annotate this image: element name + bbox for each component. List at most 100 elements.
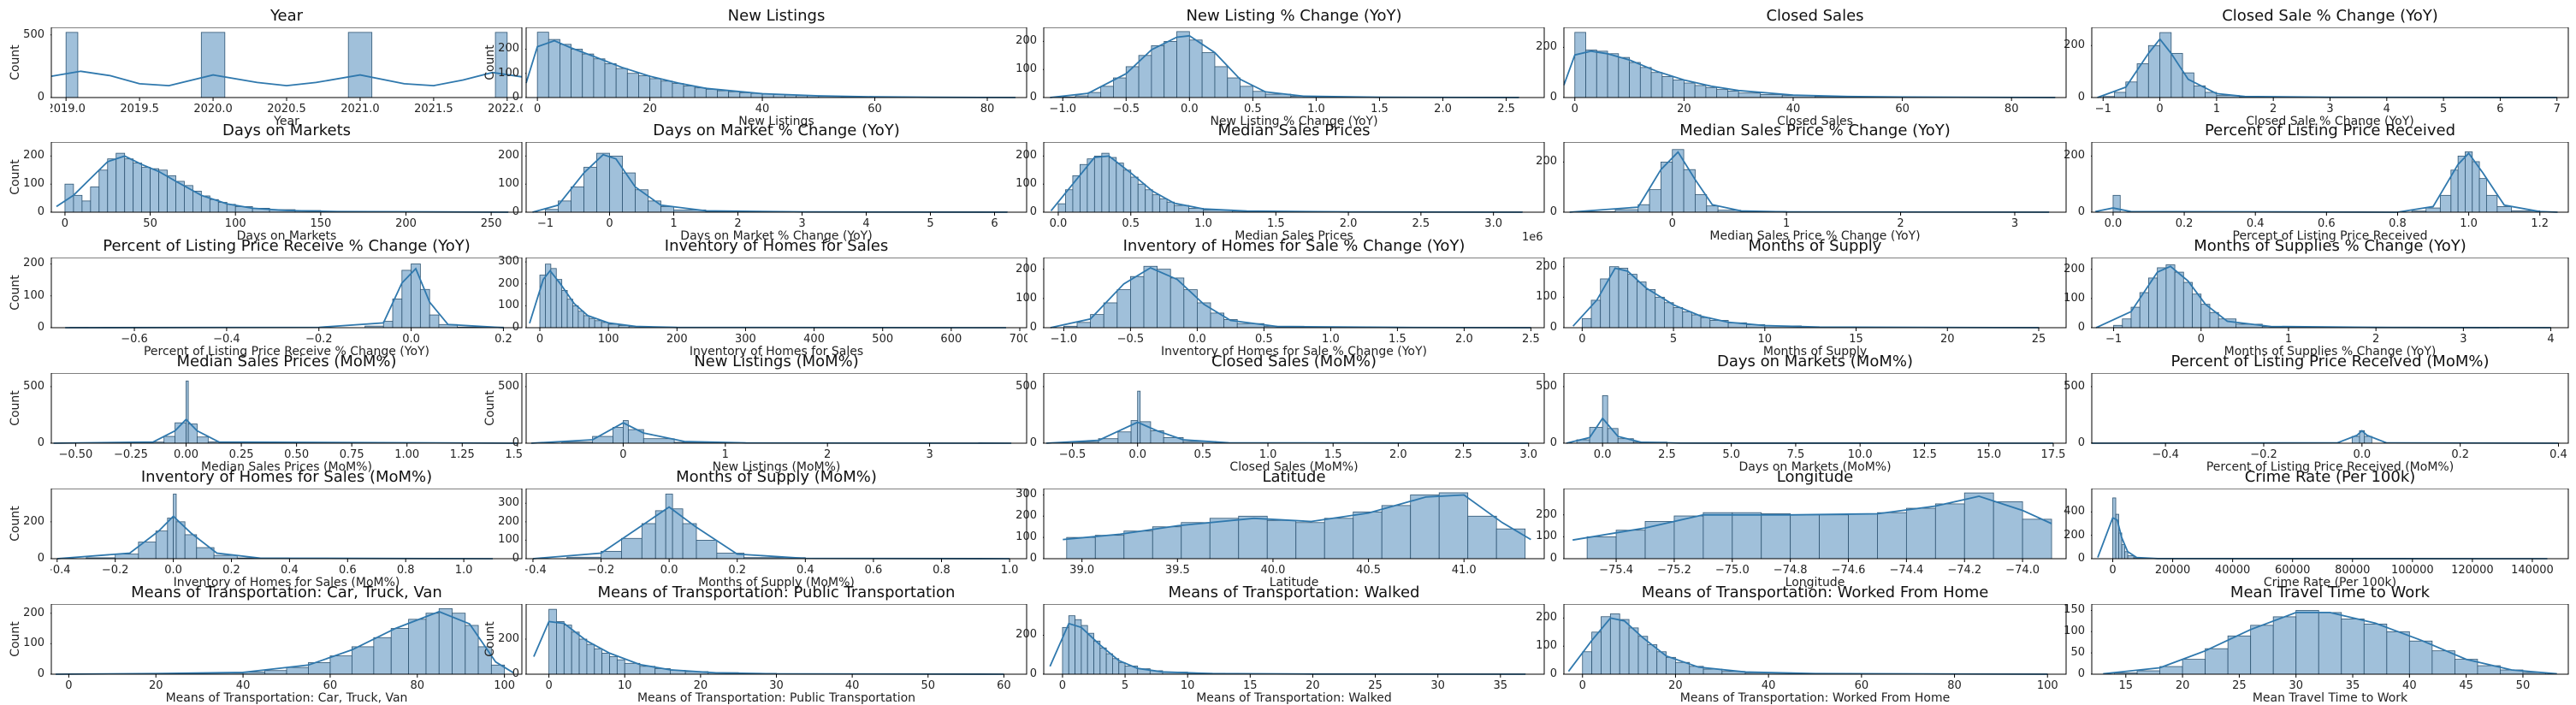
y-axis-label: Count <box>483 390 497 426</box>
x-tick-label: −1.0 <box>1051 333 1078 346</box>
y-tick-label: 200 <box>23 515 44 528</box>
x-tick-label: 20 <box>1668 679 1683 692</box>
x-tick-label: 2.0 <box>1340 217 1358 230</box>
x-tick-label: 40 <box>2402 679 2417 692</box>
x-tick-label: 0 <box>1059 679 1066 692</box>
y-tick-label: 0 <box>1030 321 1037 334</box>
x-tick-label: 5 <box>1122 679 1128 692</box>
y-tick-label: 100 <box>1016 530 1037 543</box>
x-tick-label: 100 <box>225 217 246 230</box>
plot-title: Days on Markets (MoM%) <box>1717 352 1913 370</box>
x-tick-label: 40 <box>1762 679 1776 692</box>
x-tick-label: 3 <box>798 217 805 230</box>
histogram-bar <box>1382 506 1410 559</box>
axes: −0.4−0.20.00.20.40.60.81.0 <box>50 489 523 578</box>
axes-frame <box>526 258 1027 328</box>
x-tick-label: 20 <box>643 103 657 116</box>
histogram-bar <box>168 518 174 559</box>
x-tick-label: 35 <box>1494 679 1508 692</box>
histogram-bar <box>548 39 560 98</box>
histogram-bar <box>717 91 728 98</box>
histogram-bar <box>2218 319 2235 328</box>
y-tick-label: 500 <box>1536 380 1557 393</box>
histogram-bar <box>1088 92 1101 98</box>
histogram-bar <box>560 44 571 98</box>
histogram-bar <box>706 89 717 98</box>
histogram-bar <box>1638 204 1649 212</box>
x-tick-label: 0.4 <box>2247 217 2265 230</box>
x-tick-label: −0.2 <box>305 333 333 346</box>
y-axis-label: Count <box>483 44 497 80</box>
histogram-bar <box>1077 323 1091 328</box>
histogram-bar <box>1073 175 1080 212</box>
kde-line <box>2092 431 2559 444</box>
histogram-bar <box>1152 195 1159 212</box>
histogram-bar <box>1761 94 1783 98</box>
plot-title: Months of Supplies % Change (YoY) <box>2194 237 2466 255</box>
x-tick-label: 4 <box>2547 333 2554 346</box>
y-tick-label: 0 <box>1550 436 1557 449</box>
histogram-bar <box>1587 536 1616 559</box>
histogram-bar <box>185 535 197 559</box>
x-tick-label: 2020.0 <box>193 103 233 116</box>
histogram-bar <box>1119 662 1125 674</box>
x-tick-label: 0.2 <box>728 564 746 577</box>
x-tick-label: 0 <box>1572 103 1578 116</box>
histogram-bar <box>1640 68 1651 98</box>
x-tick-label: 15.0 <box>1976 448 2001 461</box>
y-tick-label: 200 <box>23 257 44 270</box>
x-tick-label: −1 <box>2095 103 2111 116</box>
x-tick-label: 1.50 <box>505 448 523 461</box>
plot-title: Means of Transportation: Car, Truck, Van <box>131 584 442 601</box>
histogram-bar <box>1202 53 1215 98</box>
x-tick-label: 20 <box>694 679 708 692</box>
kde-line <box>51 71 522 86</box>
histogram-bar <box>265 671 287 674</box>
histogram-bar <box>156 531 168 559</box>
histogram-bar <box>1701 317 1710 328</box>
x-tick-label: −0.4 <box>213 333 240 346</box>
histogram-bar <box>1130 276 1144 328</box>
x-tick-label: 7.5 <box>1787 448 1805 461</box>
x-tick-label: −0.6 <box>121 333 148 346</box>
x-tick-label: 0.0 <box>2105 217 2123 230</box>
x-tick-label: 17.5 <box>2040 448 2065 461</box>
y-axis-label: Count <box>483 621 497 657</box>
histogram-bar <box>391 629 408 674</box>
histogram-bar <box>2458 156 2465 212</box>
plot-title: Months of Supply (MoM%) <box>676 468 877 486</box>
histogram-bar <box>1067 537 1095 559</box>
histogram-bar <box>1181 523 1210 559</box>
y-tick-label: 100 <box>1536 639 1557 652</box>
histogram-bar <box>638 76 649 98</box>
histogram-bar <box>1667 657 1676 674</box>
histogram-bar <box>2148 45 2159 98</box>
x-tick-label: 80000 <box>2335 564 2370 577</box>
histogram-bar <box>197 437 208 443</box>
x-tick-label: 200 <box>666 333 688 346</box>
x-tick-label: 500 <box>872 333 893 346</box>
histogram-bar <box>613 427 623 443</box>
y-tick-label: 100 <box>498 299 519 311</box>
y-tick-label: 500 <box>1016 380 1037 393</box>
x-axis-label: Mean Travel Time to Work <box>2253 691 2407 705</box>
histogram-bar <box>684 86 695 98</box>
x-offset-text: 1e6 <box>1522 231 1543 244</box>
x-tick-label: 3 <box>2326 103 2333 116</box>
histogram-bar <box>287 667 308 674</box>
x-tick-label: 140000 <box>2511 564 2554 577</box>
y-tick-label: 200 <box>1016 628 1037 641</box>
plot-title: Crime Rate (Per 100k) <box>2245 468 2416 486</box>
histogram-bar <box>453 613 465 674</box>
histogram-bar <box>661 206 674 212</box>
y-tick-label: 200 <box>1016 263 1037 275</box>
plot-title: Year <box>270 7 303 25</box>
y-tick-label: 0 <box>38 205 44 218</box>
x-tick-label: 40 <box>1786 103 1801 116</box>
y-tick-label: 150 <box>2064 603 2085 616</box>
histogram-bar <box>1164 41 1177 98</box>
x-axis-label: Means of Transportation: Walked <box>1196 691 1392 705</box>
